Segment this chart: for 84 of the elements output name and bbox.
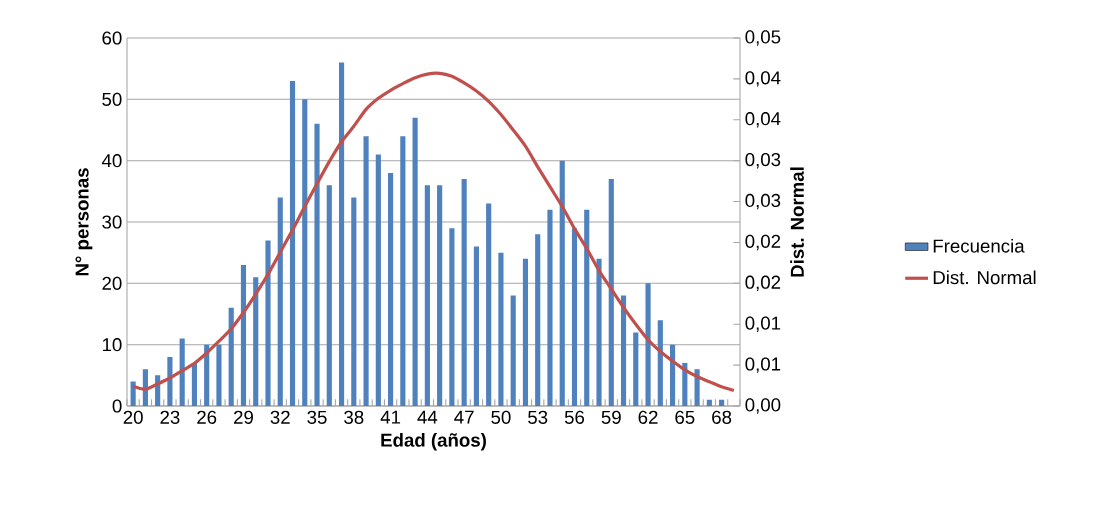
bar — [473, 246, 479, 406]
x-tick-label: 53 — [528, 410, 548, 424]
x-axis-title: Edad (años) — [381, 433, 486, 451]
bar — [584, 209, 590, 406]
y2-tick-label: 0,04 — [745, 71, 781, 87]
bar — [228, 307, 234, 406]
bar — [388, 172, 394, 406]
bar — [191, 363, 198, 406]
x-tick-label: 56 — [564, 410, 585, 424]
bar — [608, 179, 614, 406]
y2-tick-label: 0,03 — [745, 193, 781, 210]
x-tick-label: 41 — [380, 410, 401, 424]
line-series — [131, 71, 736, 393]
y-tick-label: 60 — [102, 31, 122, 45]
bar — [437, 185, 443, 406]
y2-tick-label: 0,02 — [745, 234, 781, 251]
y2-axis-title: Dist. Normal — [790, 167, 804, 277]
bar — [216, 344, 222, 406]
x-tick-label: 50 — [491, 410, 511, 424]
y-tick-label: 20 — [102, 276, 122, 290]
legend-label: Frecuencia — [933, 238, 1025, 253]
bar — [706, 399, 712, 406]
y-tick-label: 10 — [102, 338, 122, 352]
bar — [400, 136, 406, 406]
bar — [645, 283, 651, 406]
y-axis-title: N° personas — [75, 168, 93, 276]
y2-tick-label: 0,00 — [745, 398, 781, 414]
bar — [424, 185, 430, 406]
y2-tick-label: 0,02 — [745, 275, 781, 292]
x-tick-label: 23 — [160, 410, 180, 424]
y2-tick-label: 0,01 — [745, 316, 781, 332]
bar — [302, 99, 308, 406]
y2-tick-label: 0,03 — [745, 152, 781, 169]
bar — [265, 240, 271, 406]
y-tick-label: 30 — [102, 215, 122, 229]
x-tick-label: 29 — [234, 410, 253, 424]
bar — [130, 381, 136, 406]
y-tick-label: 40 — [101, 154, 122, 168]
bar — [326, 185, 332, 406]
bar — [596, 258, 602, 406]
bar — [522, 258, 529, 406]
bar — [719, 399, 725, 406]
bar — [510, 295, 516, 406]
bar — [486, 203, 492, 406]
bar — [240, 264, 247, 406]
bar — [449, 228, 455, 406]
y-tick-label: 0 — [112, 399, 122, 413]
y2-tick-label: 0,01 — [745, 357, 781, 373]
y2-tick-label: 0,04 — [745, 112, 781, 128]
x-tick-label: 35 — [307, 410, 327, 424]
bar — [559, 160, 565, 406]
bar — [633, 332, 639, 406]
x-tick-label: 62 — [638, 410, 658, 424]
x-tick-label: 44 — [417, 410, 438, 424]
x-tick-label: 20 — [123, 410, 143, 424]
bar — [620, 295, 627, 406]
bar — [363, 136, 369, 406]
bar — [338, 62, 345, 406]
bar — [547, 209, 553, 406]
bar — [314, 123, 320, 406]
bar — [412, 117, 418, 406]
x-tick-label: 65 — [675, 410, 695, 424]
bar — [535, 234, 541, 406]
y-tick-label: 50 — [102, 92, 122, 106]
bar — [253, 277, 259, 406]
legend-label: Dist. Normal — [933, 270, 1036, 285]
bar — [204, 344, 210, 406]
bar — [670, 344, 676, 406]
x-tick-label: 38 — [344, 410, 364, 424]
x-tick-label: 68 — [712, 410, 732, 424]
bar — [571, 228, 578, 406]
bar — [461, 179, 467, 406]
bar — [498, 252, 504, 406]
x-tick-label: 47 — [454, 410, 474, 424]
x-tick-label: 26 — [197, 410, 217, 424]
bar — [277, 197, 283, 406]
bar — [657, 320, 663, 406]
y2-tick-label: 0,05 — [745, 30, 781, 46]
bar — [179, 338, 185, 406]
bar — [289, 80, 296, 406]
x-tick-label: 59 — [601, 410, 621, 424]
bar — [351, 197, 357, 406]
x-tick-label: 32 — [270, 410, 290, 424]
bar — [375, 154, 381, 406]
